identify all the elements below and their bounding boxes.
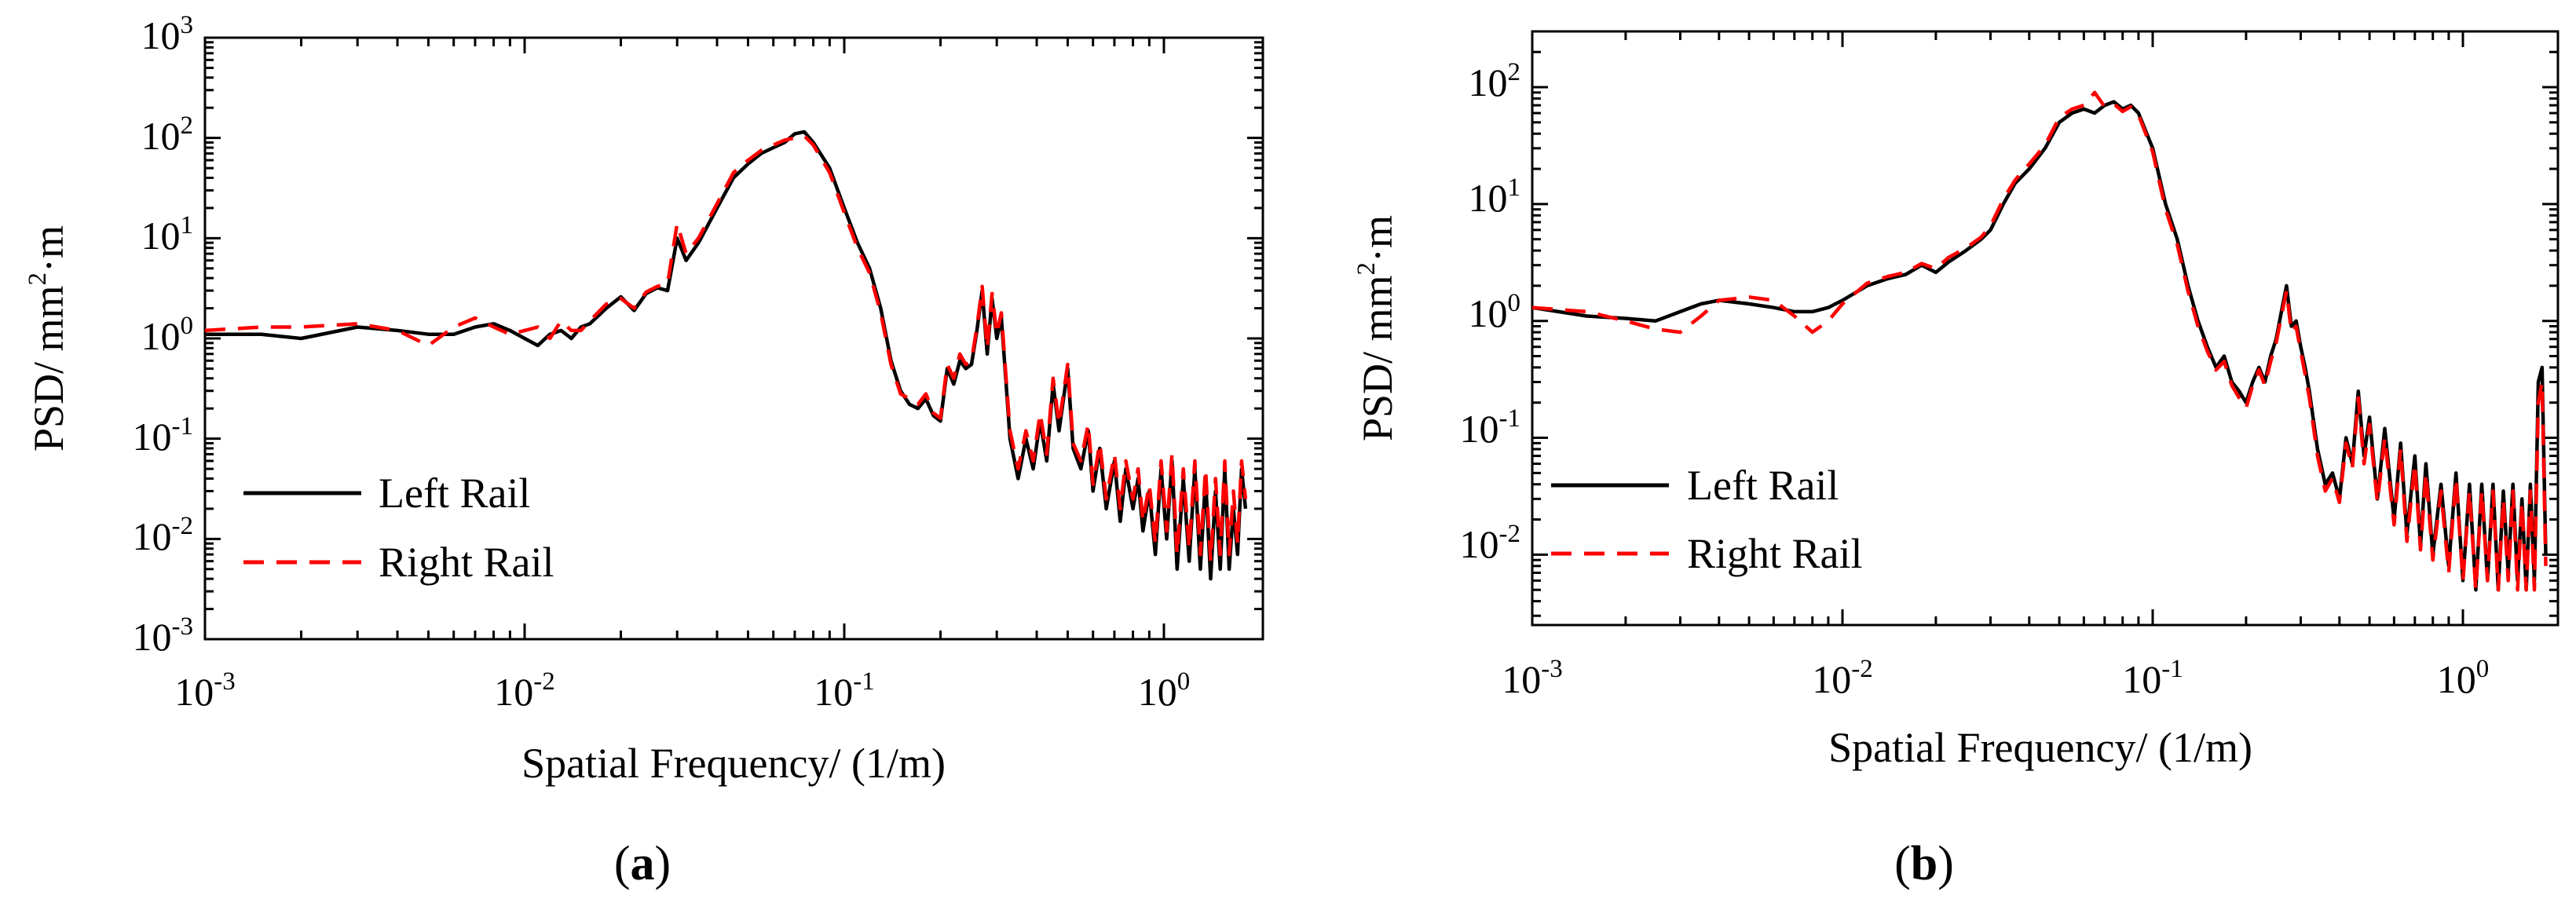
- y-tick-label: 102: [141, 112, 194, 158]
- x-tick-label: 10-2: [494, 667, 555, 714]
- x-tick-label: 10-1: [814, 667, 875, 714]
- y-tick-label: 100: [1469, 289, 1521, 335]
- legend-label-left-rail: Left Rail: [379, 470, 530, 517]
- legend-b: Left Rail Right Rail: [1551, 462, 1863, 577]
- x-axis-title: Spatial Frequency/ (1/m): [521, 740, 946, 787]
- x-axis-title: Spatial Frequency/ (1/m): [1828, 724, 2252, 771]
- tick-marks-b: [1531, 30, 2558, 625]
- y-tick-label: 10-3: [133, 612, 194, 659]
- chart-panel-a: 10-3 10-2 10-1 100 101 102 103 10-3 10-2…: [24, 11, 1264, 890]
- y-tick-label: 10-1: [1460, 404, 1521, 451]
- x-tick-label: 10-3: [1502, 655, 1563, 701]
- x-tick-label: 100: [2437, 655, 2490, 701]
- legend-label-left-rail: Left Rail: [1687, 462, 1839, 509]
- chart-panel-b: 10-2 10-1 100 101 102 10-3 10-2 10-1 100…: [1352, 30, 2560, 890]
- legend-label-right-rail: Right Rail: [379, 539, 554, 586]
- y-axis-title: PSD/ mm2·m: [24, 225, 72, 452]
- y-tick-label: 100: [141, 312, 194, 358]
- series-line-left-rail: [205, 130, 1248, 581]
- series-line-right-rail: [205, 133, 1248, 563]
- series-group-a: [205, 130, 1248, 581]
- panel-label-a: (a): [614, 837, 671, 890]
- x-tick-label: 10-3: [174, 667, 236, 714]
- y-tick-label: 101: [1469, 174, 1521, 220]
- x-tick-label: 10-2: [1812, 655, 1873, 701]
- tick-marks-a: [203, 36, 1263, 641]
- legend-label-right-rail: Right Rail: [1687, 530, 1863, 577]
- y-tick-label: 101: [141, 211, 194, 258]
- y-tick-label: 10-1: [133, 412, 194, 459]
- plot-frame-a: [203, 36, 1264, 641]
- series-group-b: [1532, 90, 2548, 592]
- y-tick-label: 103: [141, 11, 194, 57]
- x-tick-label: 100: [1138, 667, 1191, 714]
- panel-label-b: (b): [1894, 837, 1954, 890]
- y-axis-title: PSD/ mm2·m: [1352, 215, 1401, 441]
- series-line-right-rail: [1532, 90, 2548, 592]
- y-tick-label: 102: [1469, 58, 1521, 104]
- y-tick-label: 10-2: [133, 512, 194, 558]
- y-tick-label: 10-2: [1460, 520, 1521, 566]
- legend-a: Left Rail Right Rail: [243, 470, 554, 586]
- x-tick-label: 10-1: [2122, 655, 2183, 701]
- plot-frame-b: [1531, 30, 2560, 627]
